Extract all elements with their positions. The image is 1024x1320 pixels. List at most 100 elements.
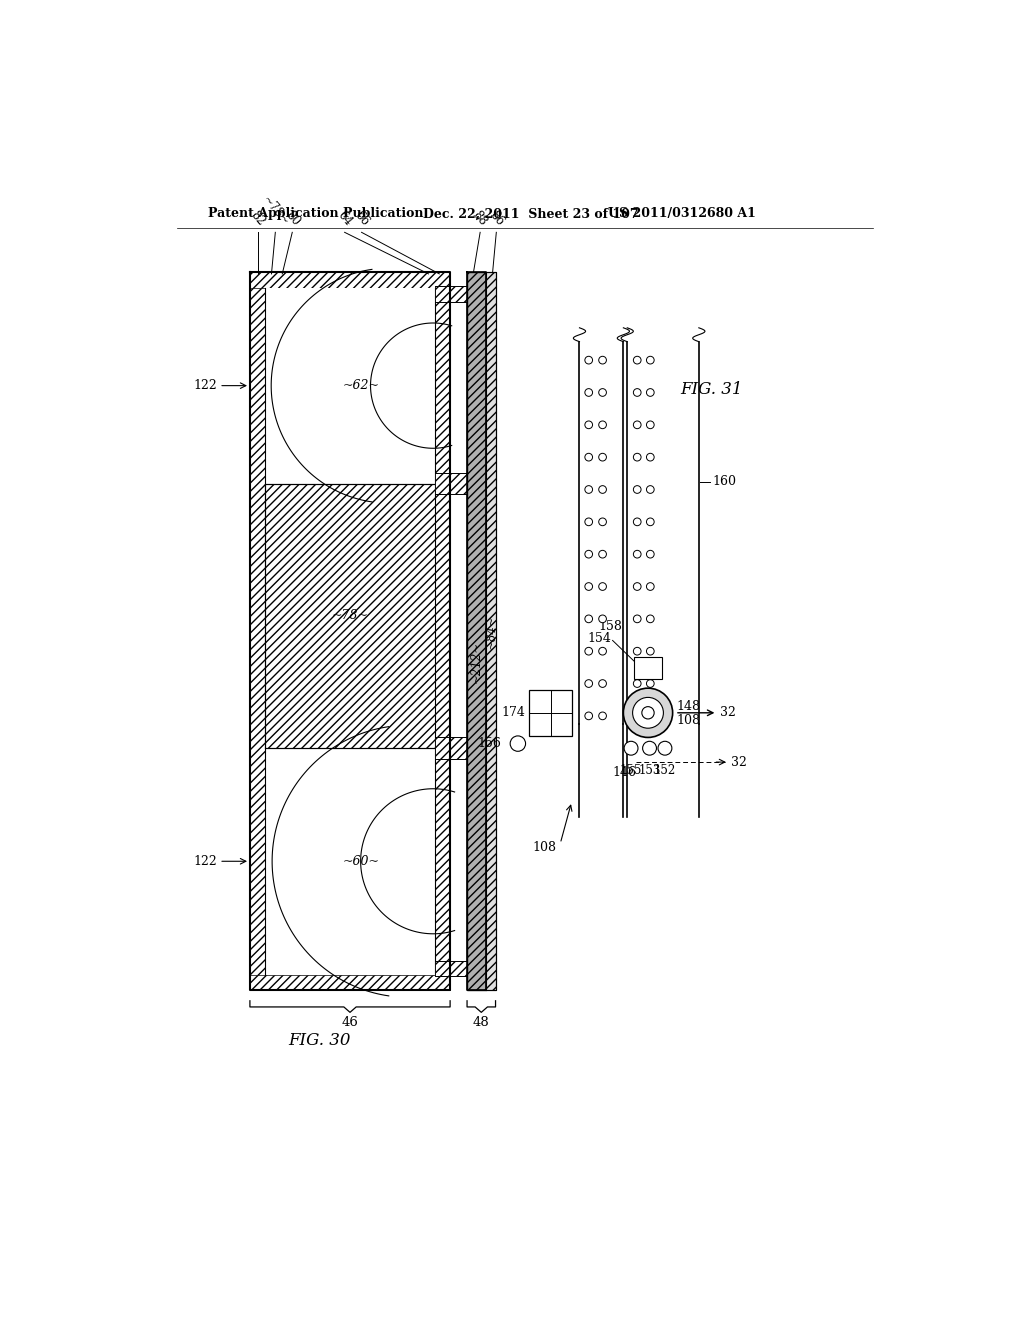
Circle shape bbox=[634, 356, 641, 364]
Circle shape bbox=[646, 582, 654, 590]
Circle shape bbox=[646, 615, 654, 623]
Text: ~78~: ~78~ bbox=[332, 610, 369, 622]
Text: 88: 88 bbox=[470, 209, 489, 228]
Circle shape bbox=[646, 517, 654, 525]
Text: ~62~: ~62~ bbox=[343, 379, 380, 392]
Circle shape bbox=[642, 706, 654, 719]
Circle shape bbox=[633, 697, 664, 729]
Text: 122: 122 bbox=[194, 855, 217, 867]
Bar bbox=[634, 657, 662, 678]
Circle shape bbox=[585, 517, 593, 525]
Circle shape bbox=[646, 388, 654, 396]
Text: ~60~: ~60~ bbox=[343, 855, 380, 867]
Text: 46: 46 bbox=[342, 1016, 358, 1028]
Circle shape bbox=[646, 711, 654, 719]
Text: ~212~: ~212~ bbox=[470, 640, 483, 684]
Bar bbox=[435, 286, 467, 302]
Bar bbox=[529, 689, 571, 737]
Text: 174: 174 bbox=[502, 706, 525, 719]
Circle shape bbox=[625, 742, 638, 755]
Circle shape bbox=[646, 647, 654, 655]
Bar bbox=[435, 961, 467, 977]
Circle shape bbox=[643, 742, 656, 755]
Text: 66: 66 bbox=[352, 209, 372, 228]
Text: 64: 64 bbox=[335, 209, 354, 228]
Bar bbox=[486, 272, 496, 990]
Text: 158: 158 bbox=[599, 620, 623, 634]
Circle shape bbox=[599, 486, 606, 494]
Circle shape bbox=[585, 680, 593, 688]
Circle shape bbox=[646, 680, 654, 688]
Bar bbox=[265, 748, 435, 974]
Circle shape bbox=[634, 711, 641, 719]
Circle shape bbox=[585, 582, 593, 590]
Text: US 2011/0312680 A1: US 2011/0312680 A1 bbox=[608, 207, 756, 220]
Circle shape bbox=[634, 550, 641, 558]
Circle shape bbox=[624, 688, 673, 738]
Text: 48: 48 bbox=[473, 1016, 489, 1028]
Text: 155: 155 bbox=[620, 764, 642, 777]
Text: 82: 82 bbox=[248, 209, 267, 228]
Circle shape bbox=[634, 615, 641, 623]
Text: 146: 146 bbox=[613, 766, 637, 779]
Text: 160: 160 bbox=[713, 475, 736, 488]
Circle shape bbox=[599, 680, 606, 688]
Circle shape bbox=[634, 582, 641, 590]
Circle shape bbox=[585, 711, 593, 719]
Bar bbox=[250, 272, 451, 288]
Text: Dec. 22, 2011  Sheet 23 of 107: Dec. 22, 2011 Sheet 23 of 107 bbox=[423, 207, 639, 220]
Circle shape bbox=[634, 647, 641, 655]
Text: 153: 153 bbox=[638, 764, 660, 777]
Circle shape bbox=[599, 647, 606, 655]
Circle shape bbox=[585, 647, 593, 655]
Circle shape bbox=[634, 680, 641, 688]
Circle shape bbox=[599, 356, 606, 364]
Bar bbox=[435, 737, 467, 759]
Text: 122: 122 bbox=[194, 379, 217, 392]
Bar bbox=[435, 473, 467, 494]
Text: FIG. 31: FIG. 31 bbox=[680, 381, 742, 397]
Circle shape bbox=[634, 517, 641, 525]
Text: 154: 154 bbox=[587, 631, 611, 644]
Text: FIG. 30: FIG. 30 bbox=[288, 1031, 350, 1048]
Circle shape bbox=[585, 453, 593, 461]
Circle shape bbox=[599, 453, 606, 461]
Circle shape bbox=[658, 742, 672, 755]
Circle shape bbox=[585, 388, 593, 396]
Circle shape bbox=[599, 517, 606, 525]
Circle shape bbox=[634, 453, 641, 461]
Circle shape bbox=[585, 356, 593, 364]
Bar bbox=[265, 483, 435, 748]
Text: 108: 108 bbox=[532, 841, 556, 854]
Circle shape bbox=[646, 550, 654, 558]
Circle shape bbox=[599, 388, 606, 396]
Text: 32: 32 bbox=[720, 706, 736, 719]
Circle shape bbox=[585, 550, 593, 558]
Bar bbox=[250, 974, 451, 990]
Text: 148: 148 bbox=[677, 700, 700, 713]
Circle shape bbox=[634, 486, 641, 494]
Circle shape bbox=[599, 582, 606, 590]
Circle shape bbox=[599, 421, 606, 429]
Text: 156: 156 bbox=[477, 737, 501, 750]
Circle shape bbox=[599, 550, 606, 558]
Bar bbox=[435, 272, 451, 990]
Text: 86: 86 bbox=[486, 209, 506, 228]
Circle shape bbox=[646, 453, 654, 461]
Text: 152: 152 bbox=[653, 764, 676, 777]
Circle shape bbox=[585, 615, 593, 623]
Circle shape bbox=[599, 711, 606, 719]
Bar bbox=[467, 272, 486, 990]
Bar bbox=[265, 288, 435, 483]
Circle shape bbox=[634, 388, 641, 396]
Circle shape bbox=[634, 421, 641, 429]
Text: ~84~: ~84~ bbox=[484, 614, 498, 648]
Text: 32: 32 bbox=[731, 755, 748, 768]
Circle shape bbox=[599, 615, 606, 623]
Text: Patent Application Publication: Patent Application Publication bbox=[208, 207, 423, 220]
Circle shape bbox=[585, 421, 593, 429]
Circle shape bbox=[510, 737, 525, 751]
Circle shape bbox=[585, 486, 593, 494]
Text: 80: 80 bbox=[283, 209, 302, 228]
Text: ~78~: ~78~ bbox=[259, 194, 292, 228]
